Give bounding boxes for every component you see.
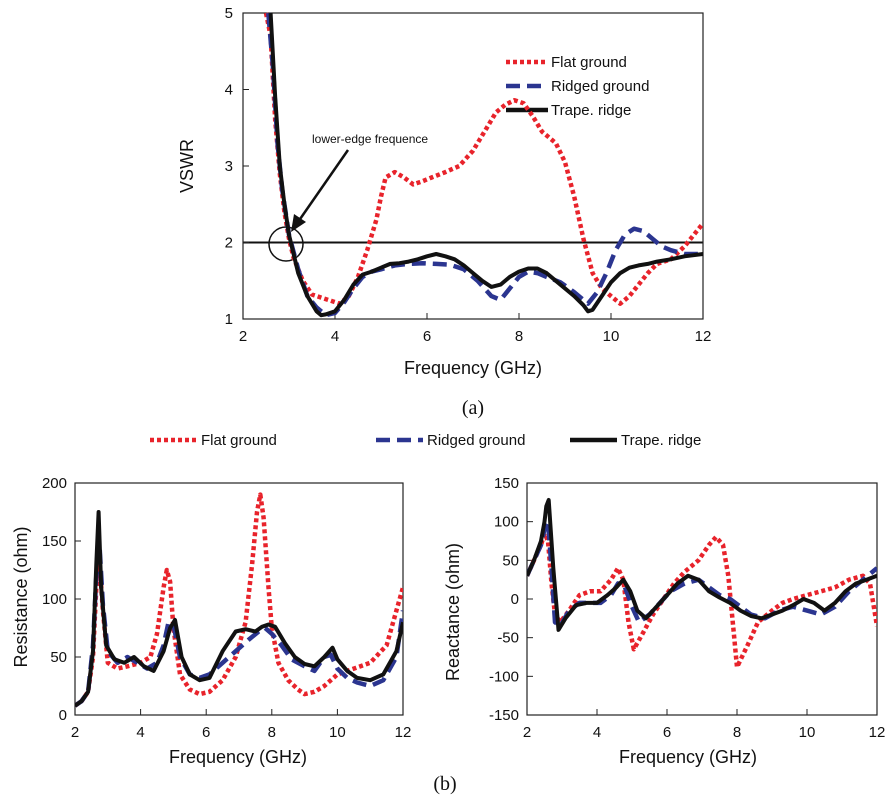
vswr-series-ridged [266,12,703,318]
resistance-series-flat [75,492,403,708]
reactance-ytick-label: 0 [511,591,519,608]
legend-b-label-trape: Trape. ridge [621,432,701,449]
vswr-xlabel: Frequency (GHz) [404,358,542,378]
reactance-series-trape [527,498,877,632]
chart-resistance: Resistance (ohm) Frequency (GHz) 2 4 6 8 10 1… [11,475,411,767]
resistance-ytick-label: 200 [42,475,67,492]
resistance-xtick-label: 12 [395,724,412,741]
vswr-legend: Flat ground Ridged ground Trape. ridge [506,54,649,119]
resistance-xtick-label: 8 [268,724,276,741]
legend-label-flat: Flat ground [551,54,627,71]
reactance-ytick-label: -150 [489,707,519,724]
vswr-xtick-label: 12 [695,328,712,345]
legend-label-trape: Trape. ridge [551,102,631,119]
chart-reactance: Reactance (ohm) Frequency (GHz) 2 4 6 8 10 12… [443,475,885,767]
vswr-ytick-label: 5 [225,5,233,22]
reactance-ytick-label: -100 [489,668,519,685]
resistance-xtick-label: 10 [329,724,346,741]
vswr-ytick-label: 3 [225,158,233,175]
reactance-ylabel: Reactance (ohm) [443,543,463,681]
resistance-xtick-label: 2 [71,724,79,741]
reactance-xtick-label: 10 [799,724,816,741]
legend-b-label-flat: Flat ground [201,432,277,449]
legend-label-ridged: Ridged ground [551,78,649,95]
legend-b: Flat ground Ridged ground Trape. ridge [150,432,701,449]
panel-b-label: (b) [433,773,456,795]
vswr-xtick-label: 2 [239,328,247,345]
annotation-lower-edge: lower-edge frequence [312,132,428,146]
resistance-ytick-label: 100 [42,591,67,608]
reactance-series-flat [527,531,877,670]
vswr-xtick-label: 6 [423,328,431,345]
vswr-ylabel: VSWR [177,139,197,193]
chart-vswr: VSWR Frequency (GHz) lower-edge frequenc… [177,5,711,378]
reactance-ytick-label: -50 [497,630,519,647]
resistance-ytick-label: 150 [42,533,67,550]
vswr-ytick-label: 4 [225,82,233,99]
reactance-xtick-label: 8 [733,724,741,741]
reactance-ytick-label: 50 [502,552,519,569]
reactance-ytick-label: 100 [494,514,519,531]
vswr-xtick-label: 10 [603,328,620,345]
resistance-ytick-label: 50 [50,649,67,666]
resistance-xlabel: Frequency (GHz) [169,747,307,767]
panel-a-label: (a) [462,397,484,419]
legend-b-label-ridged: Ridged ground [427,432,525,449]
vswr-ytick-label: 2 [225,235,233,252]
resistance-series-ridged [75,544,403,708]
annotation-arrow [296,149,350,223]
reactance-ytick-label: 150 [494,475,519,492]
vswr-series-trape [268,12,703,318]
resistance-ytick-label: 0 [59,707,67,724]
reactance-plot-frame [526,482,878,716]
reactance-xtick-label: 6 [663,724,671,741]
reactance-xlabel: Frequency (GHz) [619,747,757,767]
resistance-series-trape [75,510,403,708]
vswr-ytick-label: 1 [225,311,233,328]
vswr-xtick-label: 4 [331,328,339,345]
reactance-series-ridged [527,519,877,629]
vswr-series-flat [263,12,703,306]
reactance-xtick-label: 2 [523,724,531,741]
resistance-xtick-label: 6 [202,724,210,741]
resistance-xtick-label: 4 [136,724,144,741]
reactance-xtick-label: 12 [869,724,886,741]
resistance-ylabel: Resistance (ohm) [11,526,31,667]
vswr-xtick-label: 8 [515,328,523,345]
annotation-arrowhead [291,214,306,232]
reactance-xtick-label: 4 [593,724,601,741]
